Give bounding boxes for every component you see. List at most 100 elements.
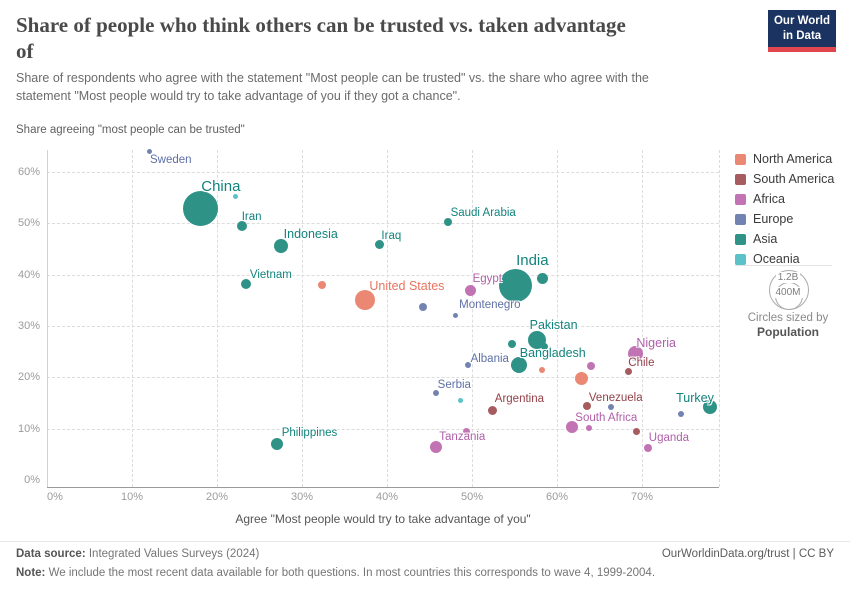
y-gridline — [47, 377, 719, 379]
label-iraq[interactable]: Iraq — [381, 230, 402, 243]
x-tick-label: 20% — [205, 491, 229, 503]
dot-indonesia[interactable] — [273, 239, 288, 254]
dot-venezuela[interactable] — [582, 401, 591, 410]
label-china[interactable]: China — [201, 177, 241, 195]
dot-serbia[interactable] — [433, 389, 440, 396]
label-india[interactable]: India — [516, 251, 549, 269]
dot-bangladesh[interactable] — [510, 356, 527, 373]
label-venezuela[interactable]: Venezuela — [588, 391, 643, 404]
dot-china[interactable] — [183, 191, 219, 227]
dot-uganda[interactable] — [643, 444, 652, 453]
legend-item-africa[interactable]: Africa — [735, 192, 834, 206]
x-axis-line — [47, 487, 719, 488]
x-gridline — [472, 150, 473, 487]
dot-south-africa[interactable] — [566, 421, 579, 434]
dot-vietnam[interactable] — [240, 279, 251, 290]
x-tick-label: 50% — [460, 491, 484, 503]
label-bangladesh[interactable]: Bangladesh — [519, 346, 586, 360]
label-egypt[interactable]: Egypt — [472, 273, 503, 286]
label-philippines[interactable]: Philippines — [281, 427, 338, 440]
label-nigeria[interactable]: Nigeria — [636, 336, 676, 351]
dot-south-america[interactable] — [633, 428, 641, 436]
dot-europe[interactable] — [418, 303, 427, 311]
size-legend-big-value: 1.2B — [775, 272, 801, 283]
x-gridline — [642, 150, 643, 487]
x-tick-label: 30% — [290, 491, 314, 503]
label-montenegro[interactable]: Montenegro — [459, 298, 521, 311]
dot-united-states[interactable] — [354, 289, 375, 310]
label-turkey[interactable]: Turkey — [676, 390, 714, 405]
dot-iran[interactable] — [236, 221, 247, 232]
dot-iraq[interactable] — [374, 239, 384, 249]
label-albania[interactable]: Albania — [470, 353, 509, 366]
dot-albania[interactable] — [464, 362, 471, 368]
label-uganda[interactable]: Uganda — [648, 432, 690, 445]
owid-logo-line1: Our World — [773, 14, 830, 27]
y-gridline — [47, 172, 719, 173]
label-serbia[interactable]: Serbia — [437, 378, 471, 391]
dot-europe[interactable] — [678, 411, 685, 418]
dot-asia[interactable] — [507, 339, 516, 348]
x-gridline — [718, 150, 720, 487]
label-iran[interactable]: Iran — [241, 210, 262, 223]
legend-label-south-america: South America — [753, 172, 835, 186]
label-united-states[interactable]: United States — [369, 279, 445, 294]
label-indonesia[interactable]: Indonesia — [283, 226, 338, 241]
dot-north-america[interactable] — [575, 372, 589, 386]
legend-item-asia[interactable]: Asia — [735, 232, 834, 246]
x-gridline — [557, 150, 558, 487]
owid-logo-line2: in Data — [782, 29, 822, 42]
label-chile[interactable]: Chile — [628, 356, 655, 369]
x-axis-title: Agree "Most people would try to take adv… — [235, 512, 531, 526]
dot-argentina[interactable] — [487, 405, 497, 415]
label-south-africa[interactable]: South Africa — [575, 412, 638, 425]
dot-north-america[interactable] — [318, 281, 327, 290]
dot-africa[interactable] — [463, 428, 471, 436]
dot-oceania[interactable] — [233, 194, 239, 200]
legend-item-europe[interactable]: Europe — [735, 212, 834, 226]
dot-oceania[interactable] — [458, 398, 464, 404]
dot-asia[interactable] — [540, 342, 548, 350]
legend-item-north-america[interactable]: North America — [735, 152, 834, 166]
legend-item-south-america[interactable]: South America — [735, 172, 834, 186]
dot-india[interactable] — [498, 269, 532, 303]
label-saudi-arabia[interactable]: Saudi Arabia — [450, 206, 516, 219]
label-pakistan[interactable]: Pakistan — [529, 318, 578, 333]
dot-europe[interactable] — [607, 404, 614, 411]
x-tick-label: 0% — [47, 491, 63, 503]
x-tick-label: 40% — [375, 491, 399, 503]
label-argentina[interactable]: Argentina — [494, 393, 545, 406]
label-vietnam[interactable]: Vietnam — [249, 268, 292, 281]
credit-link[interactable]: OurWorldinData.org/trust | CC BY — [661, 548, 834, 560]
owid-logo[interactable]: Our World in Data — [768, 10, 836, 52]
dot-turkey[interactable] — [703, 400, 717, 415]
dot-asia[interactable] — [537, 272, 549, 284]
dot-north-america[interactable] — [538, 367, 545, 374]
dot-sweden[interactable] — [146, 148, 152, 154]
dot-philippines[interactable] — [270, 438, 283, 451]
dot-africa[interactable] — [587, 361, 595, 370]
size-legend-small-value: 400M — [773, 287, 803, 298]
y-tick-label: 40% — [17, 268, 40, 281]
dot-africa[interactable] — [586, 424, 593, 431]
legend-swatch-europe — [735, 213, 746, 225]
dot-tanzania[interactable] — [430, 441, 443, 454]
legend-label-oceania: Oceania — [753, 252, 800, 266]
dot-saudi-arabia[interactable] — [444, 217, 453, 226]
label-tanzania[interactable]: Tanzania — [439, 431, 486, 444]
dot-chile[interactable] — [624, 368, 632, 376]
y-axis-title: Share agreeing "most people can be trust… — [16, 124, 245, 136]
legend-swatch-south-america — [735, 173, 746, 185]
legend-label-asia: Asia — [753, 232, 778, 246]
note-label: Note: — [16, 567, 46, 579]
data-source-label: Data source: — [16, 548, 86, 560]
x-tick-label: 10% — [120, 491, 144, 503]
dot-egypt[interactable] — [464, 284, 476, 296]
dot-nigeria[interactable] — [627, 346, 643, 362]
dot-montenegro[interactable] — [453, 313, 459, 319]
label-sweden[interactable]: Sweden — [150, 153, 192, 166]
y-tick-label: 0% — [24, 474, 40, 486]
legend-item-oceania[interactable]: Oceania — [735, 252, 834, 266]
